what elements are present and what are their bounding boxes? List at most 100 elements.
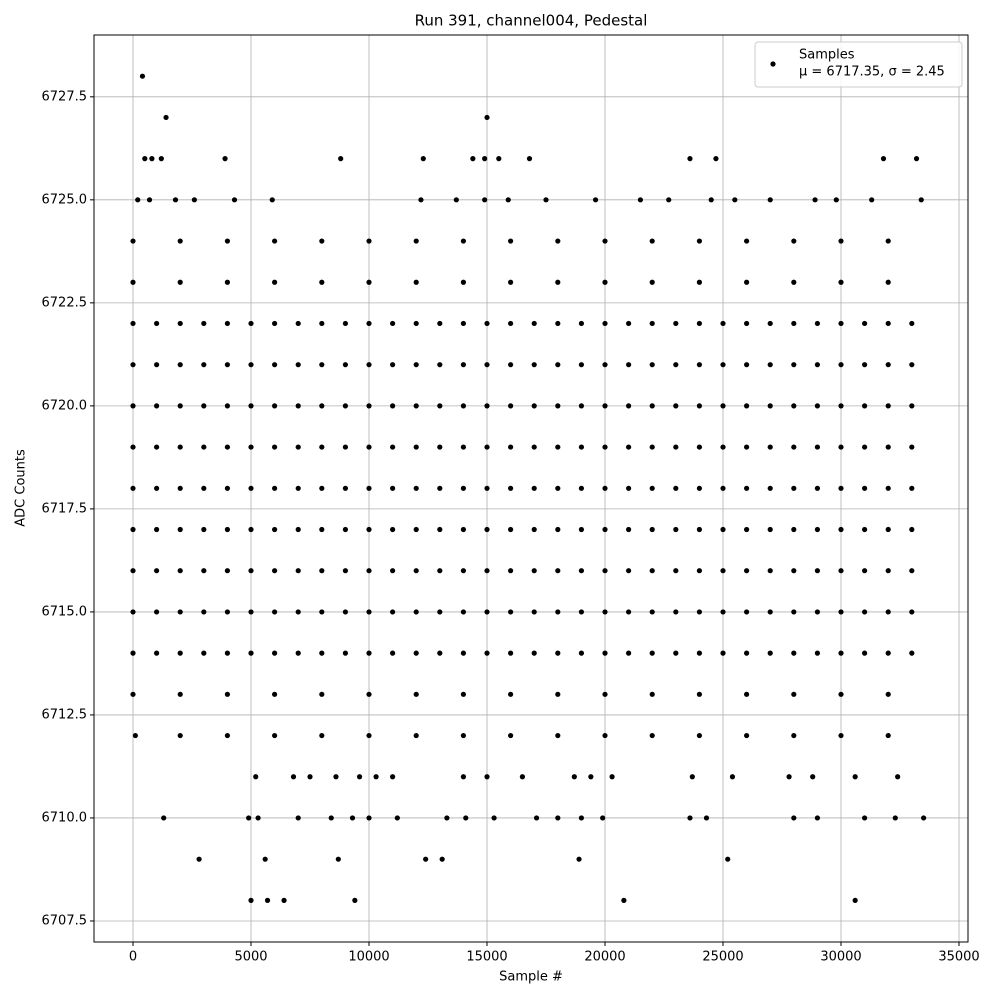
point — [602, 444, 608, 450]
y-tick-label: 6727.5 — [42, 89, 88, 104]
point — [366, 403, 372, 409]
point — [862, 526, 868, 533]
point — [791, 732, 797, 739]
point — [673, 485, 679, 491]
point — [342, 650, 349, 656]
point — [130, 238, 136, 244]
point — [578, 362, 585, 368]
x-tick-label: 30000 — [820, 950, 861, 965]
point — [253, 774, 259, 780]
point — [437, 568, 443, 574]
point — [508, 444, 514, 450]
point — [154, 362, 160, 368]
point — [413, 691, 419, 697]
point — [895, 774, 901, 780]
point — [418, 197, 424, 203]
point — [531, 403, 537, 409]
point — [838, 650, 844, 656]
point — [390, 362, 396, 368]
point — [673, 609, 679, 615]
point — [649, 609, 655, 615]
point — [130, 526, 136, 533]
point — [696, 362, 703, 368]
point — [885, 444, 891, 450]
point — [366, 691, 372, 697]
point — [262, 856, 268, 862]
point — [394, 815, 400, 821]
point — [862, 403, 868, 409]
point — [892, 815, 898, 821]
point — [342, 526, 349, 533]
point — [791, 568, 797, 574]
point — [602, 609, 608, 615]
point — [423, 856, 429, 862]
point — [696, 691, 703, 697]
point — [390, 774, 396, 780]
point — [519, 774, 526, 780]
point — [791, 444, 797, 450]
point — [482, 156, 488, 162]
point — [272, 650, 278, 656]
point — [366, 320, 372, 327]
point — [696, 403, 703, 409]
point — [154, 526, 160, 533]
point — [139, 73, 146, 79]
point — [319, 485, 325, 491]
point — [484, 526, 490, 533]
point — [555, 526, 561, 533]
point — [508, 650, 514, 656]
point — [862, 568, 868, 574]
point — [295, 485, 301, 491]
legend-note: μ = 6717.35, σ = 2.45 — [799, 65, 945, 80]
point — [366, 568, 372, 574]
point — [592, 197, 599, 203]
point — [609, 774, 615, 780]
point — [626, 403, 632, 409]
point — [814, 526, 821, 533]
point — [248, 403, 254, 409]
point — [578, 815, 585, 821]
point — [460, 526, 467, 533]
point — [272, 485, 278, 491]
point — [744, 238, 750, 244]
point — [172, 197, 179, 203]
point — [484, 774, 490, 780]
point — [508, 526, 514, 533]
point — [366, 526, 372, 533]
point — [272, 568, 278, 574]
point — [909, 403, 915, 409]
point — [231, 197, 238, 203]
point — [333, 774, 339, 780]
point — [373, 774, 379, 780]
point — [602, 403, 608, 409]
point — [390, 609, 396, 615]
point — [526, 156, 533, 162]
point — [154, 485, 160, 491]
point — [744, 568, 750, 574]
point — [689, 774, 695, 780]
point — [602, 362, 608, 368]
point — [791, 238, 797, 244]
point — [508, 238, 514, 244]
point — [885, 568, 891, 574]
point — [600, 815, 606, 821]
point — [177, 732, 183, 739]
point — [767, 444, 773, 450]
point — [767, 320, 773, 327]
point — [720, 650, 726, 656]
x-tick-label: 35000 — [938, 950, 979, 965]
point — [838, 320, 844, 327]
point — [437, 362, 443, 368]
point — [281, 897, 287, 903]
y-tick-label: 6710.0 — [42, 810, 88, 825]
point — [413, 403, 419, 409]
point — [909, 362, 915, 368]
point — [201, 362, 207, 368]
point — [319, 238, 325, 244]
point — [673, 650, 679, 656]
point — [852, 774, 858, 780]
point — [555, 403, 561, 409]
point — [508, 609, 514, 615]
point — [246, 815, 252, 821]
point — [366, 815, 372, 821]
